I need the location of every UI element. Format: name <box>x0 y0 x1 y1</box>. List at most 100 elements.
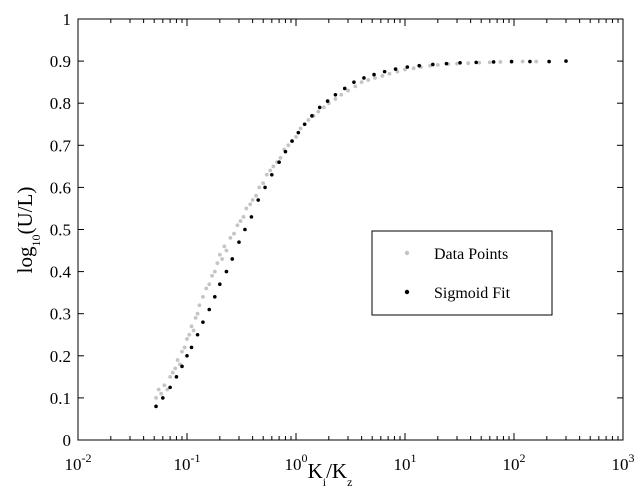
fit-point <box>405 65 410 69</box>
x-axis-title: Ki/Kz <box>308 459 353 489</box>
data-point <box>187 332 192 337</box>
data-point <box>215 261 220 266</box>
data-point <box>435 62 440 67</box>
data-point <box>346 88 350 93</box>
y-tick-label: 0.2 <box>50 347 71 366</box>
data-point <box>306 118 311 122</box>
y-tick-label: 0.4 <box>50 263 72 282</box>
y-tick-label: 0.5 <box>50 221 71 240</box>
data-point <box>316 109 321 114</box>
data-point <box>411 66 416 71</box>
fit-point <box>270 172 274 177</box>
fit-point <box>174 375 179 379</box>
data-point <box>268 168 273 173</box>
fit-point <box>417 63 422 68</box>
data-point <box>193 316 198 320</box>
fit-point <box>283 149 288 154</box>
data-point <box>197 303 202 308</box>
fit-point <box>201 320 205 324</box>
y-tick-label: 0.8 <box>50 94 71 113</box>
fit-point <box>195 332 200 337</box>
legend: Data Points Sigmoid Fit <box>371 230 553 316</box>
data-point <box>204 286 209 291</box>
fit-point <box>393 67 398 71</box>
fit-point <box>362 76 366 80</box>
x-tick-label: 102 <box>503 451 526 474</box>
data-point <box>168 374 173 379</box>
data-point <box>534 59 539 64</box>
y-tick-label: 0 <box>63 431 72 450</box>
fit-point <box>249 215 254 219</box>
fit-point <box>444 61 449 66</box>
y-tick-label: 0.6 <box>50 178 71 197</box>
data-point <box>298 126 303 131</box>
fit-point <box>243 227 247 232</box>
data-point <box>175 358 180 362</box>
y-tick-label: 0.3 <box>50 305 71 324</box>
fit-point <box>296 130 301 135</box>
y-tick-label: 0.1 <box>50 389 71 408</box>
data-point <box>201 294 205 299</box>
data-point <box>182 345 187 350</box>
data-point <box>185 337 189 341</box>
fit-point <box>189 345 194 350</box>
fit-point <box>168 385 172 390</box>
fit-point <box>382 69 387 74</box>
y-tick-label: 0.7 <box>50 136 72 155</box>
data-point <box>156 387 161 392</box>
fit-point <box>333 92 338 97</box>
fit-point <box>317 105 322 110</box>
fit-point <box>509 59 514 64</box>
data-point <box>238 219 243 223</box>
fit-point <box>372 72 376 77</box>
fit-point <box>237 240 241 244</box>
fit-point <box>528 59 532 64</box>
fit-point <box>564 59 568 63</box>
fit-point <box>218 282 222 287</box>
fit-point <box>491 60 496 64</box>
data-point <box>387 71 392 76</box>
data-point <box>195 311 200 316</box>
data-point <box>294 134 298 139</box>
legend-data-points-marker <box>404 250 410 256</box>
data-point <box>286 143 291 148</box>
x-tick-label: 103 <box>612 451 635 474</box>
data-point <box>180 349 184 354</box>
fit-point <box>325 99 330 103</box>
fit-point <box>352 80 356 84</box>
x-tick-label: 101 <box>394 451 417 474</box>
fit-point <box>302 122 307 127</box>
legend-box <box>371 230 553 316</box>
data-point <box>170 370 175 375</box>
data-point <box>353 84 358 89</box>
data-point <box>248 202 253 207</box>
data-point <box>487 60 492 65</box>
data-point <box>333 97 338 101</box>
x-tick-label: 10-2 <box>65 451 92 474</box>
data-point <box>210 273 215 278</box>
fit-point <box>458 60 462 65</box>
axis-ticks: 0 0.1 0.2 0.3 0.4 0.5 0.6 0.7 0.8 0.9 1 10-2 10-1 100… <box>50 10 635 474</box>
data-point <box>380 73 385 78</box>
data-point <box>224 248 229 253</box>
y-axis-title: log10(U/L) <box>13 187 43 274</box>
data-point <box>455 61 459 66</box>
data-point <box>189 324 194 329</box>
data-point <box>212 269 217 274</box>
y-tick-label: 0.9 <box>50 52 71 71</box>
data-point <box>278 156 283 160</box>
data-point <box>359 80 364 85</box>
data-point <box>264 172 269 177</box>
data-point <box>207 282 212 287</box>
data-point <box>477 60 482 65</box>
data-point <box>373 76 377 80</box>
data-point <box>261 181 266 186</box>
data-point <box>154 396 158 400</box>
fit-point <box>230 257 235 261</box>
data-point <box>191 328 196 333</box>
x-tick-label: 100 <box>285 451 308 474</box>
data-point <box>366 78 371 82</box>
data-point <box>220 257 225 261</box>
fit-point <box>207 307 212 312</box>
fit-point <box>474 60 479 65</box>
